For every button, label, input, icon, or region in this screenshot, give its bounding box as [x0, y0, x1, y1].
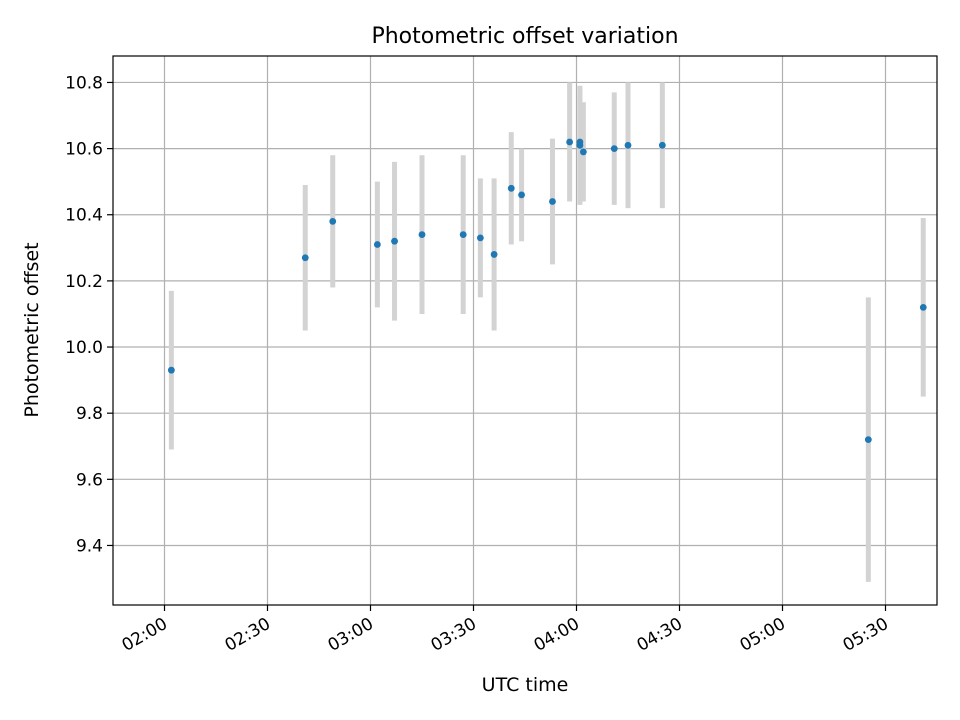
- data-point: [459, 231, 467, 238]
- data-point: [566, 138, 574, 146]
- data-point: [549, 198, 556, 205]
- data-point: [507, 184, 515, 192]
- errorbar-layer: [168, 82, 926, 582]
- data-point: [476, 234, 484, 242]
- y-axis-label: Photometric offset: [21, 242, 43, 417]
- data-point: [391, 237, 398, 245]
- data-point: [301, 254, 309, 262]
- y-tick-label: 10.4: [65, 206, 103, 226]
- y-tick-label: 10.2: [65, 272, 103, 292]
- x-tick-label: 05:30: [840, 614, 892, 656]
- chart-title: Photometric offset variation: [371, 24, 678, 49]
- x-tick-label: 02:30: [222, 614, 274, 656]
- data-point: [864, 436, 872, 444]
- data-point: [418, 231, 426, 238]
- x-tick-label: 04:00: [531, 614, 583, 656]
- x-tick-label: 03:30: [428, 614, 480, 656]
- data-point: [658, 141, 666, 149]
- tick-layer: 02:00 02:30 03:00 03:30 04:00 04:30 05:00 05:30…: [65, 73, 892, 655]
- data-point: [490, 251, 498, 258]
- y-tick-label: 10.8: [65, 73, 103, 93]
- point-layer: [167, 138, 927, 444]
- data-point: [919, 303, 927, 311]
- x-tick-label: 03:00: [325, 614, 377, 656]
- y-tick-label: 10.0: [65, 338, 103, 358]
- data-point: [373, 241, 381, 248]
- plot-frame: [112, 55, 938, 606]
- y-tick-label: 9.6: [76, 470, 103, 490]
- x-axis-label: UTC time: [482, 674, 569, 696]
- data-point: [610, 145, 618, 153]
- data-point: [329, 217, 337, 225]
- data-point: [624, 141, 632, 149]
- x-tick-label: 04:30: [634, 614, 686, 656]
- y-tick-label: 10.6: [65, 140, 103, 160]
- x-tick-label: 02:00: [119, 614, 171, 656]
- data-point: [167, 366, 175, 374]
- data-point: [579, 148, 587, 156]
- data-point: [518, 191, 525, 199]
- grid-layer: [113, 56, 937, 605]
- data-point: [576, 138, 584, 146]
- x-tick-label: 05:00: [737, 614, 789, 656]
- y-tick-label: 9.8: [76, 404, 103, 424]
- y-tick-label: 9.4: [76, 536, 103, 556]
